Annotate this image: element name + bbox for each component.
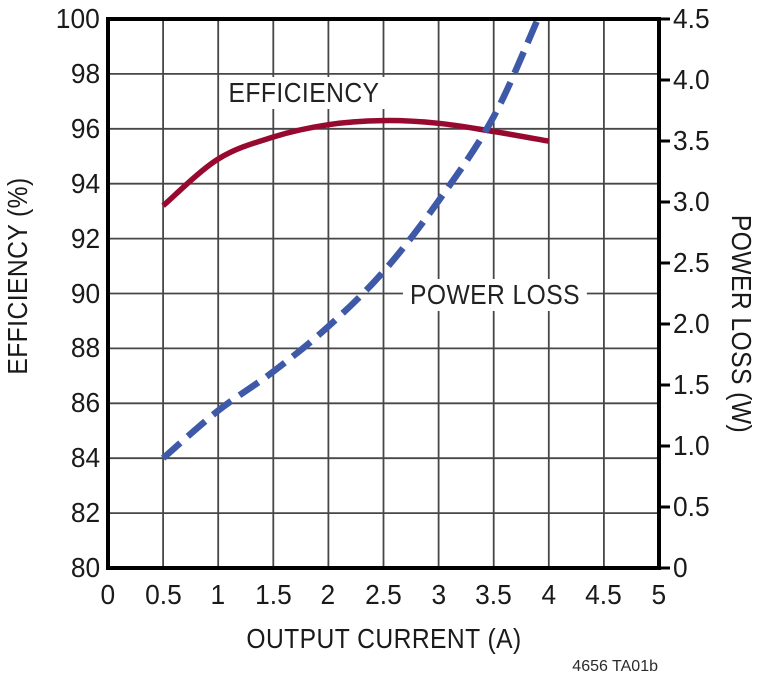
efficiency-series-label: EFFICIENCY [221,77,387,110]
right-axis-ticks [660,17,670,570]
left-axis-tick-label: 84 [70,442,100,474]
x-axis-tick-label: 3 [431,579,446,610]
left-axis-tick-label: 80 [70,552,100,583]
left-axis-tick-label: 82 [70,497,100,529]
right-axis-tick-label: 1.0 [673,430,710,461]
left-axis-tick-label: 86 [70,387,100,419]
x-axis-tick-label: 2.5 [365,579,402,610]
x-axis-tick-label: 4.5 [585,579,623,610]
x-axis-tick-label: 1 [210,579,226,610]
x-axis-tick-label: 4 [541,579,556,610]
power-loss-series-label: POWER LOSS [402,278,587,311]
right-axis-tick-label: 3.5 [673,125,710,156]
left-axis-tick-label: 96 [70,112,100,144]
right-axis-tick-label: 2.0 [673,308,710,339]
right-axis-tick-label: 4.0 [673,64,710,95]
left-axis-tick-label: 100 [56,3,100,34]
left-axis-tick-label: 98 [70,57,100,89]
right-axis-tick-label: 0.5 [673,491,710,522]
x-axis-tick-label: 0.5 [144,579,182,610]
right-axis-tick-label: 3.0 [673,186,710,217]
right-axis-tick-label: 2.5 [673,247,710,278]
x-axis-tick-label: 0 [100,579,116,610]
x-axis-tick-label: 3.5 [475,579,512,610]
left-axis-tick-label: 92 [70,222,100,254]
left-axis-tick-label: 94 [70,167,100,199]
right-axis-tick-label: 0 [673,552,688,583]
right-axis-tick-label: 4.5 [673,3,710,34]
x-axis-tick-label: 1.5 [254,579,292,610]
x-axis-tick-label: 5 [651,579,667,610]
x-axis-tick-label: 2 [320,579,336,610]
right-axis-tick-label: 1.5 [673,369,710,400]
plot-border [106,17,661,570]
right-axis-title: POWER LOSS (W) [726,214,757,434]
figure-number: 4656 TA01b [572,658,658,675]
curves [160,19,550,461]
x-axis-title: OUTPUT CURRENT (A) [245,623,522,654]
left-axis-title: EFFICIENCY (%) [2,177,33,375]
left-axis-tick-label: 88 [70,332,100,364]
power-loss-curve [160,19,541,461]
efficiency-curve [161,117,550,208]
left-axis-tick-label: 90 [70,277,100,309]
